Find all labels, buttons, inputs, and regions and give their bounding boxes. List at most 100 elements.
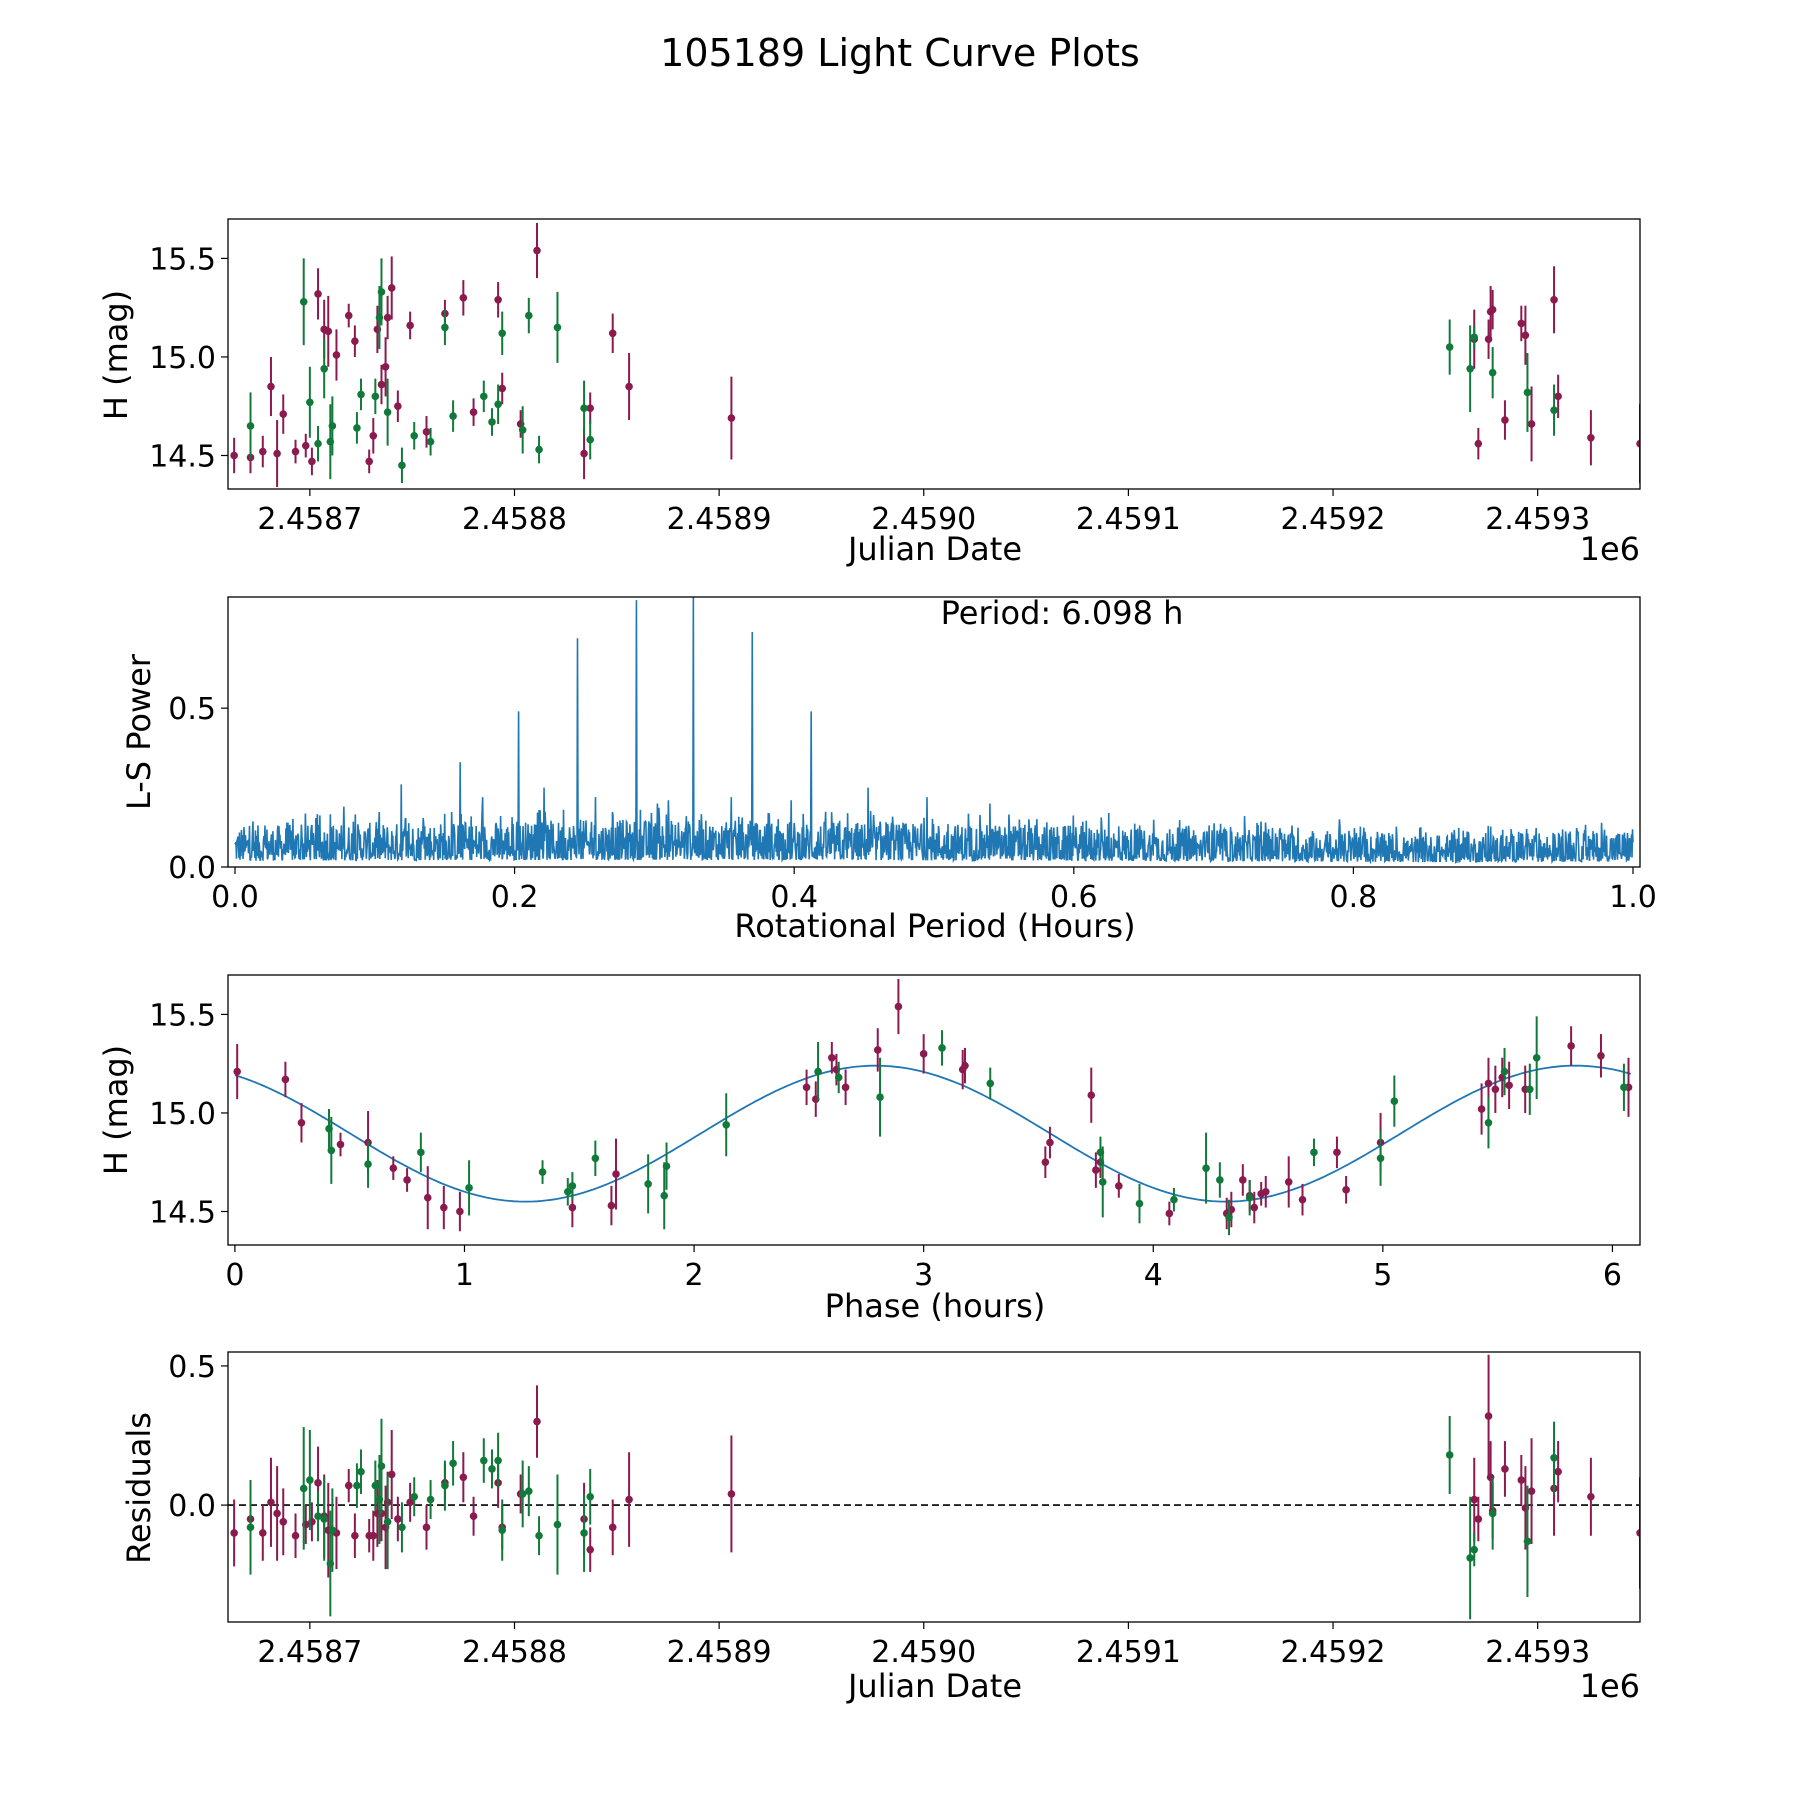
lightcurve-point-magenta xyxy=(387,284,396,292)
phased-point-magenta xyxy=(1298,1195,1307,1204)
residuals-point-green xyxy=(525,1487,533,1495)
lightcurve-point-magenta xyxy=(586,404,595,412)
lightcurve-point-magenta xyxy=(291,447,300,456)
periodogram-xtick-label: 0.4 xyxy=(770,880,818,915)
residuals-point-magenta xyxy=(1636,1529,1640,1537)
phased-point-magenta xyxy=(389,1164,398,1172)
lightcurve-point-green xyxy=(377,288,386,296)
residuals-point-green xyxy=(357,1467,365,1476)
lightcurve-point-magenta xyxy=(301,441,310,450)
lightcurve-point-green xyxy=(1488,368,1497,377)
phased-point-magenta xyxy=(961,1061,969,1070)
residuals-point-magenta xyxy=(394,1515,402,1523)
residuals-point-magenta xyxy=(1501,1465,1509,1473)
lightcurve-point-magenta xyxy=(381,363,390,371)
lightcurve-point-magenta xyxy=(365,457,374,466)
residuals-point-green xyxy=(449,1459,457,1468)
lightcurve-xtick-label: 2.4592 xyxy=(1281,502,1386,537)
residuals-point-magenta xyxy=(273,1509,281,1518)
phased-point-green xyxy=(722,1120,731,1129)
phased-xtick-label: 6 xyxy=(1603,1258,1622,1293)
phased-point-magenta xyxy=(1041,1158,1050,1167)
residuals-point-green xyxy=(488,1465,496,1473)
phased-point-magenta xyxy=(1477,1105,1486,1113)
lightcurve-point-magenta xyxy=(230,451,238,460)
phased-point-magenta xyxy=(1092,1166,1100,1174)
lightcurve-point-green xyxy=(494,400,502,409)
residuals-point-green xyxy=(586,1492,595,1501)
phased-point-green xyxy=(417,1148,425,1157)
periodogram-xtick-label: 0.0 xyxy=(211,880,259,915)
residuals-point-green xyxy=(398,1523,406,1532)
residuals-point-green xyxy=(1550,1453,1558,1462)
phased-point-green xyxy=(1484,1119,1493,1127)
residuals-ylabel: Residuals xyxy=(120,1412,158,1564)
lightcurve-xlabel: Julian Date xyxy=(846,530,1022,568)
lightcurve-point-green xyxy=(398,461,406,470)
lightcurve-points xyxy=(230,222,1640,488)
lightcurve-point-magenta xyxy=(498,384,507,393)
phased-point-magenta xyxy=(1491,1085,1500,1094)
phased-point-green xyxy=(1245,1193,1254,1202)
lightcurve-point-magenta xyxy=(625,382,633,391)
lightcurve-xtick-label: 2.4589 xyxy=(667,502,772,537)
phased-point-magenta xyxy=(1597,1052,1605,1060)
residuals-point-green xyxy=(246,1523,255,1532)
lightcurve-point-magenta xyxy=(469,408,478,416)
lightcurve-point-magenta xyxy=(332,351,341,359)
lightcurve-point-magenta xyxy=(1474,439,1483,448)
lightcurve-point-magenta xyxy=(267,382,275,391)
lightcurve-point-green xyxy=(306,398,314,407)
lightcurve-point-magenta xyxy=(344,311,353,320)
phased-model-curve xyxy=(234,1064,1632,1203)
residuals-point-magenta xyxy=(230,1529,238,1537)
phased-point-magenta xyxy=(894,1002,903,1011)
phased-point-magenta xyxy=(1505,1081,1513,1090)
residuals-point-green xyxy=(410,1492,419,1501)
residuals-point-magenta xyxy=(608,1523,617,1532)
phased-point-magenta xyxy=(828,1053,836,1062)
lightcurve-point-green xyxy=(426,437,435,446)
phased-point-magenta xyxy=(423,1193,432,1202)
phased-point-green xyxy=(814,1067,822,1076)
lightcurve-point-green xyxy=(553,323,562,332)
lightcurve-point-magenta xyxy=(324,327,333,336)
lightcurve-ytick-label: 14.5 xyxy=(149,439,216,474)
phased-point-magenta xyxy=(1239,1176,1247,1184)
phased-point-green xyxy=(876,1093,884,1101)
lightcurve-point-magenta xyxy=(580,449,588,458)
phased-point-green xyxy=(1532,1053,1541,1062)
residuals-point-magenta xyxy=(351,1531,359,1540)
lightcurve-point-green xyxy=(357,390,365,399)
phased-xtick-label: 3 xyxy=(914,1258,933,1293)
lightcurve-point-green xyxy=(328,422,337,430)
residuals-point-magenta xyxy=(267,1498,275,1507)
phased-point-green xyxy=(644,1180,652,1188)
residuals-xtick-label: 2.4590 xyxy=(871,1635,976,1670)
phased-point-magenta xyxy=(1484,1079,1493,1088)
phased-point-magenta xyxy=(281,1075,290,1084)
residuals-ytick-label: 0.5 xyxy=(168,1350,216,1385)
lightcurve-point-magenta xyxy=(308,457,316,466)
lightcurve-xtick-label: 2.4593 xyxy=(1485,502,1590,537)
phased-point-green xyxy=(1098,1178,1107,1186)
phased-xtick-label: 4 xyxy=(1144,1258,1163,1293)
phased-point-magenta xyxy=(1046,1138,1054,1147)
residuals-point-magenta xyxy=(258,1529,267,1537)
lightcurve-point-magenta xyxy=(1484,335,1493,344)
residuals-point-green xyxy=(328,1526,337,1534)
residuals-point-green xyxy=(353,1481,361,1490)
phased-point-magenta xyxy=(297,1119,306,1127)
phased-point-magenta xyxy=(1284,1178,1293,1186)
residuals-point-magenta xyxy=(469,1512,478,1521)
periodogram-frame xyxy=(227,596,1641,868)
lightcurve-point-magenta xyxy=(369,431,378,440)
phased-xtick-label: 2 xyxy=(685,1258,704,1293)
residuals-xtick-label: 2.4592 xyxy=(1281,1635,1386,1670)
residuals-point-green xyxy=(498,1526,507,1534)
residuals-point-magenta xyxy=(279,1517,288,1526)
residuals-point-green xyxy=(314,1512,322,1521)
residuals-point-magenta xyxy=(344,1481,353,1490)
residuals-xtick-label: 2.4588 xyxy=(462,1635,567,1670)
